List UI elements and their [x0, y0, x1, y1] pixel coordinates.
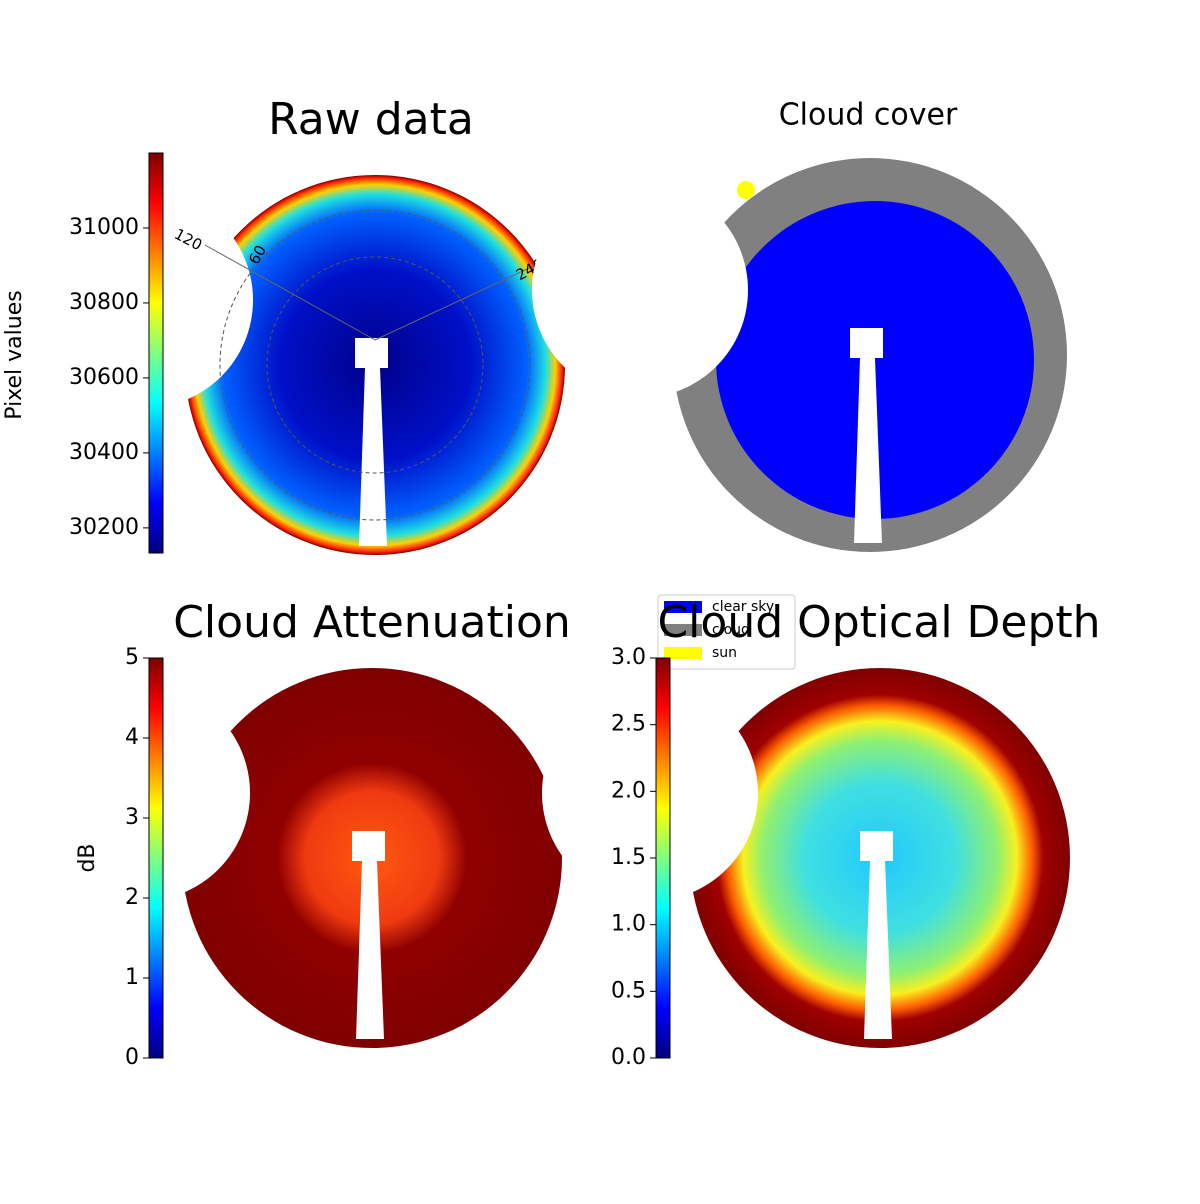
colorbar-label: Pixel values [2, 290, 27, 419]
colorbar [655, 657, 671, 1059]
camera-post [355, 338, 388, 546]
colorbar-tick-label: 2.0 [611, 778, 646, 803]
colorbar-tick-label: 0.0 [611, 1045, 646, 1070]
colorbar-tick-label: 1.0 [611, 912, 646, 937]
mask [37, 192, 253, 408]
camera-post [352, 831, 385, 1039]
colorbar-tick-label: 30800 [69, 290, 139, 315]
legend-swatch [664, 647, 702, 659]
colorbar [148, 152, 164, 554]
colorbar-tick-label: 0 [125, 1045, 139, 1070]
mask [34, 685, 250, 901]
colorbar-tick-label: 31000 [69, 215, 139, 240]
colorbar-tick-label: 2 [125, 885, 139, 910]
mask [542, 685, 758, 901]
colorbar-tick-label: 1.5 [611, 845, 646, 870]
panel-title: Cloud Optical Depth [657, 597, 1100, 648]
colorbar-tick-label: 30200 [69, 515, 139, 540]
colorbar [148, 657, 164, 1059]
legend-label: clear sky [712, 599, 774, 615]
colorbar-tick-label: 3 [125, 805, 139, 830]
colorbar-tick-label: 2.5 [611, 712, 646, 737]
colorbar-tick-label: 1 [125, 965, 139, 990]
camera-post [850, 328, 883, 543]
legend-swatch [664, 601, 702, 613]
mask [532, 182, 748, 398]
colorbar-tick-label: 0.5 [611, 978, 646, 1003]
panel-title: Cloud cover [779, 98, 958, 133]
legend-label: cloud [712, 622, 750, 638]
polar-grid [219, 209, 531, 521]
colorbar-tick-label: 3.0 [611, 645, 646, 670]
panel-title: Cloud Attenuation [173, 597, 571, 648]
camera-post [860, 831, 893, 1039]
legend-label: sun [712, 645, 737, 661]
colorbar-tick-label: 5 [125, 645, 139, 670]
legend-swatch [664, 624, 702, 636]
colorbar-tick-label: 4 [125, 725, 139, 750]
panel-title: Raw data [268, 94, 474, 145]
colorbar-label: dB [75, 843, 100, 872]
polar-axis [204, 244, 376, 341]
sun-marker [737, 181, 755, 199]
colorbar-tick-label: 30400 [69, 440, 139, 465]
legend: clear sky cloud sun [657, 594, 796, 670]
polar-grid [266, 256, 484, 474]
colorbar-tick-label: 30600 [69, 365, 139, 390]
